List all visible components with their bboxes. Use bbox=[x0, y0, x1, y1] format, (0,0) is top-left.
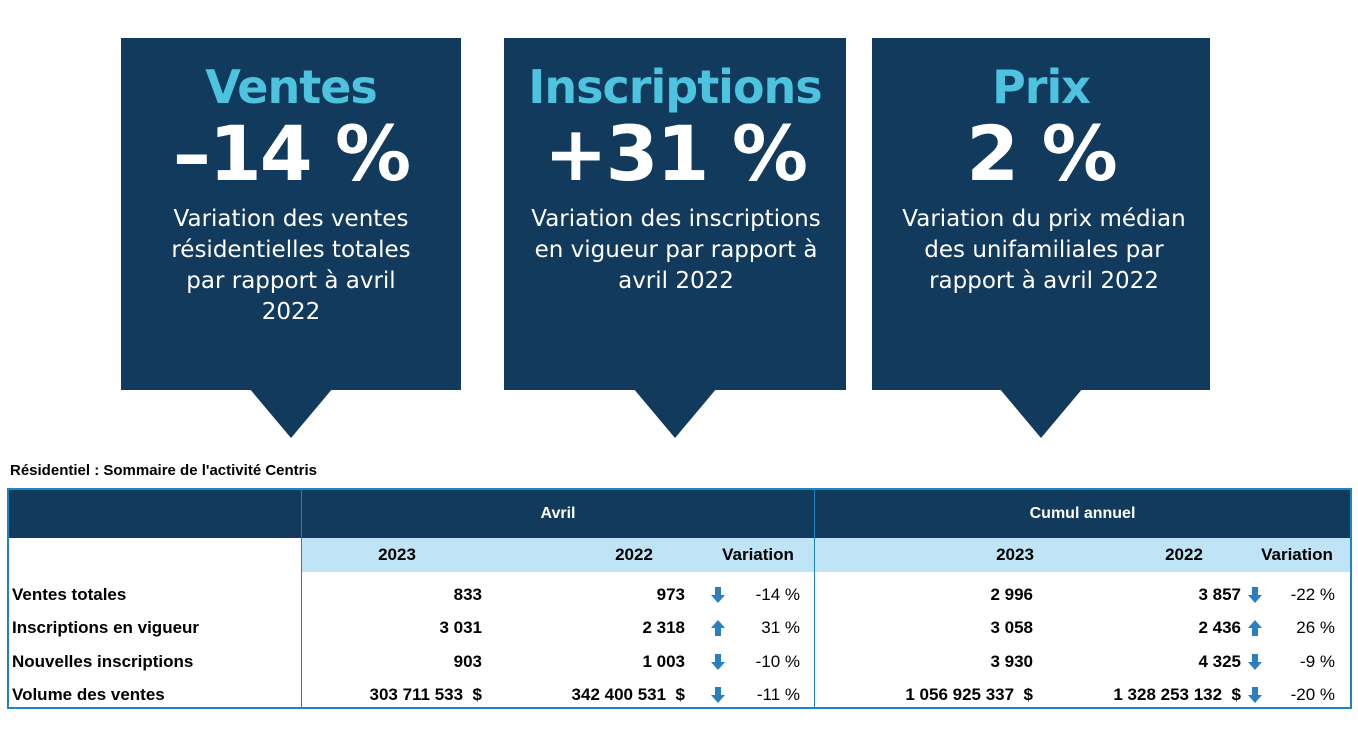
cell-avril-2022: 342 400 531 $ bbox=[571, 685, 685, 704]
cell-avril-2023: 833 bbox=[453, 585, 482, 604]
arrow-down-icon bbox=[1245, 585, 1265, 605]
cell-avril-variation: -10 % bbox=[755, 652, 800, 671]
cell-cumul-2023: 3 930 bbox=[990, 652, 1033, 671]
group-header-row: Avril Cumul annuel bbox=[9, 490, 1350, 538]
cell-cumul-variation: -20 % bbox=[1290, 685, 1335, 704]
cell-avril-2023: 303 711 533 $ bbox=[369, 685, 482, 704]
subheader-avril-2023: 2023 bbox=[378, 545, 416, 564]
callout-description: Variation des ventes résidentielles tota… bbox=[171, 206, 411, 325]
summary-table: Avril Cumul annuel 2023 2022 Variation 2… bbox=[7, 488, 1352, 709]
column-divider bbox=[301, 490, 302, 707]
cell-avril-2022: 1 003 bbox=[642, 652, 685, 671]
sales-callout: Ventes –14 % Variation des ventes réside… bbox=[121, 38, 461, 438]
cell-cumul-2023: 2 996 bbox=[990, 585, 1033, 604]
group-header-avril: Avril bbox=[540, 505, 576, 522]
table-row: Volume des ventes 303 711 533 $ 342 400 53… bbox=[9, 680, 1350, 710]
cell-avril-2023: 3 031 bbox=[439, 618, 482, 637]
arrow-down-icon bbox=[1245, 685, 1265, 705]
callout-title: Ventes bbox=[205, 60, 378, 114]
cell-cumul-variation: 26 % bbox=[1296, 618, 1335, 637]
table-row: Inscriptions en vigueur 3 031 2 318 31 % 3 0… bbox=[9, 613, 1350, 643]
callout-pointer bbox=[633, 388, 717, 438]
cell-cumul-2023: 3 058 bbox=[990, 618, 1033, 637]
subheader-avril-2022: 2022 bbox=[615, 545, 653, 564]
row-label: Nouvelles inscriptions bbox=[12, 652, 194, 671]
callout-title: Inscriptions bbox=[528, 60, 822, 114]
arrow-down-icon bbox=[1245, 652, 1265, 672]
arrow-down-icon bbox=[708, 685, 728, 705]
subheader-row bbox=[9, 538, 1350, 572]
callout-description: Variation du prix médian des unifamilial… bbox=[902, 206, 1186, 294]
callout-description: Variation des inscriptions en vigueur pa… bbox=[531, 206, 821, 294]
callout-value: –14 % bbox=[172, 109, 411, 198]
subheader-cumul-2023: 2023 bbox=[996, 545, 1034, 564]
group-header-cumul: Cumul annuel bbox=[1029, 505, 1136, 522]
price-callout: Prix 2 % Variation du prix médian des un… bbox=[872, 38, 1210, 438]
cell-cumul-2022: 1 328 253 132 $ bbox=[1113, 685, 1241, 704]
table-caption: Résidentiel : Sommaire de l'activité Cen… bbox=[10, 462, 318, 479]
cell-cumul-2022: 4 325 bbox=[1198, 652, 1241, 671]
callout-value: 2 % bbox=[966, 109, 1118, 198]
callout-pointer bbox=[999, 388, 1083, 438]
arrow-up-icon bbox=[708, 618, 728, 638]
row-label: Inscriptions en vigueur bbox=[12, 618, 200, 637]
callout-value: +31 % bbox=[543, 109, 808, 198]
cell-avril-variation: -14 % bbox=[755, 585, 800, 604]
subheader-avril-variation: Variation bbox=[722, 545, 794, 564]
column-divider bbox=[814, 490, 815, 707]
subheader-band-cumul bbox=[815, 538, 1350, 572]
cell-cumul-2023: 1 056 925 337 $ bbox=[905, 685, 1033, 704]
arrow-down-icon bbox=[708, 652, 728, 672]
cell-cumul-2022: 3 857 bbox=[1198, 585, 1241, 604]
cell-avril-variation: 31 % bbox=[761, 618, 800, 637]
cell-cumul-2022: 2 436 bbox=[1198, 618, 1241, 637]
cell-cumul-variation: -9 % bbox=[1300, 652, 1335, 671]
arrow-up-icon bbox=[1245, 618, 1265, 638]
table-row: Ventes totales 833 973 -14 % 2 996 3 857 -22 % bbox=[9, 580, 1350, 610]
arrow-down-icon bbox=[708, 585, 728, 605]
row-label: Volume des ventes bbox=[12, 685, 165, 704]
subheader-cumul-variation: Variation bbox=[1261, 545, 1333, 564]
cell-avril-2022: 2 318 bbox=[642, 618, 685, 637]
cell-avril-2022: 973 bbox=[656, 585, 685, 604]
cell-avril-variation: -11 % bbox=[756, 685, 800, 704]
row-label: Ventes totales bbox=[12, 585, 127, 604]
callout-title: Prix bbox=[992, 60, 1091, 114]
subheader-band-avril bbox=[302, 538, 814, 572]
subheader-cumul-2022: 2022 bbox=[1165, 545, 1203, 564]
listings-callout: Inscriptions +31 % Variation des inscrip… bbox=[504, 38, 846, 438]
callout-pointer bbox=[249, 388, 333, 438]
cell-cumul-variation: -22 % bbox=[1290, 585, 1335, 604]
table-row: Nouvelles inscriptions 903 1 003 -10 % 3 930… bbox=[9, 647, 1350, 677]
cell-avril-2023: 903 bbox=[453, 652, 482, 671]
